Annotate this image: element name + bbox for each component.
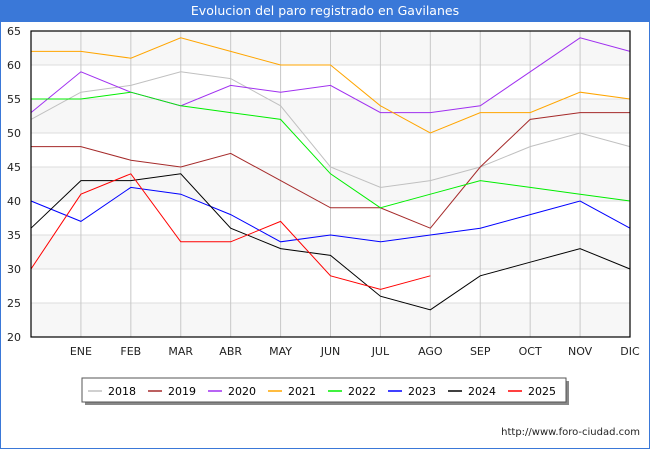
legend-label-2021: 2021 (288, 385, 316, 398)
y-tick-label: 20 (7, 331, 21, 344)
plot-border (30, 30, 631, 338)
y-tick-label: 45 (7, 161, 21, 174)
x-tick-label: AGO (418, 345, 443, 358)
chart-title: Evolucion del paro registrado en Gavilan… (0, 0, 650, 22)
y-tick-label: 55 (7, 93, 21, 106)
x-tick-label: NOV (568, 345, 593, 358)
x-tick-label: MAY (269, 345, 292, 358)
legend-label-2025: 2025 (528, 385, 556, 398)
y-tick-label: 30 (7, 263, 21, 276)
y-tick-label: 35 (7, 229, 21, 242)
x-tick-label: MAR (168, 345, 193, 358)
legend-label-2023: 2023 (408, 385, 436, 398)
x-tick-label: ENE (70, 345, 92, 358)
x-tick-label: SEP (470, 345, 491, 358)
x-tick-label: OCT (519, 345, 542, 358)
legend-label-2018: 2018 (108, 385, 136, 398)
x-tick-label: FEB (120, 345, 141, 358)
x-tick-label: DIC (620, 345, 640, 358)
y-tick-label: 40 (7, 195, 21, 208)
y-tick-label: 25 (7, 297, 21, 310)
y-tick-label: 65 (7, 25, 21, 38)
series-line-2023 (30, 186, 631, 243)
series-line-2024 (30, 173, 631, 311)
series-line-2019 (31, 112, 630, 229)
legend-box (81, 377, 567, 403)
series-line-2018 (30, 71, 631, 188)
legend-label-2022: 2022 (348, 385, 376, 398)
x-tick-label: ABR (219, 345, 242, 358)
series-line-2021 (31, 37, 631, 134)
legend-label-2019: 2019 (168, 385, 196, 398)
legend-label-2024: 2024 (468, 385, 496, 398)
source-url[interactable]: http://www.foro-ciudad.com (501, 427, 640, 438)
series-line-2025 (30, 173, 431, 290)
legend-label-2020: 2020 (228, 385, 256, 398)
y-tick-label: 60 (7, 59, 21, 72)
series-line-2022 (31, 91, 631, 209)
y-tick-label: 50 (7, 127, 21, 140)
x-tick-label: JUL (371, 345, 390, 358)
x-tick-label: JUN (320, 345, 341, 358)
